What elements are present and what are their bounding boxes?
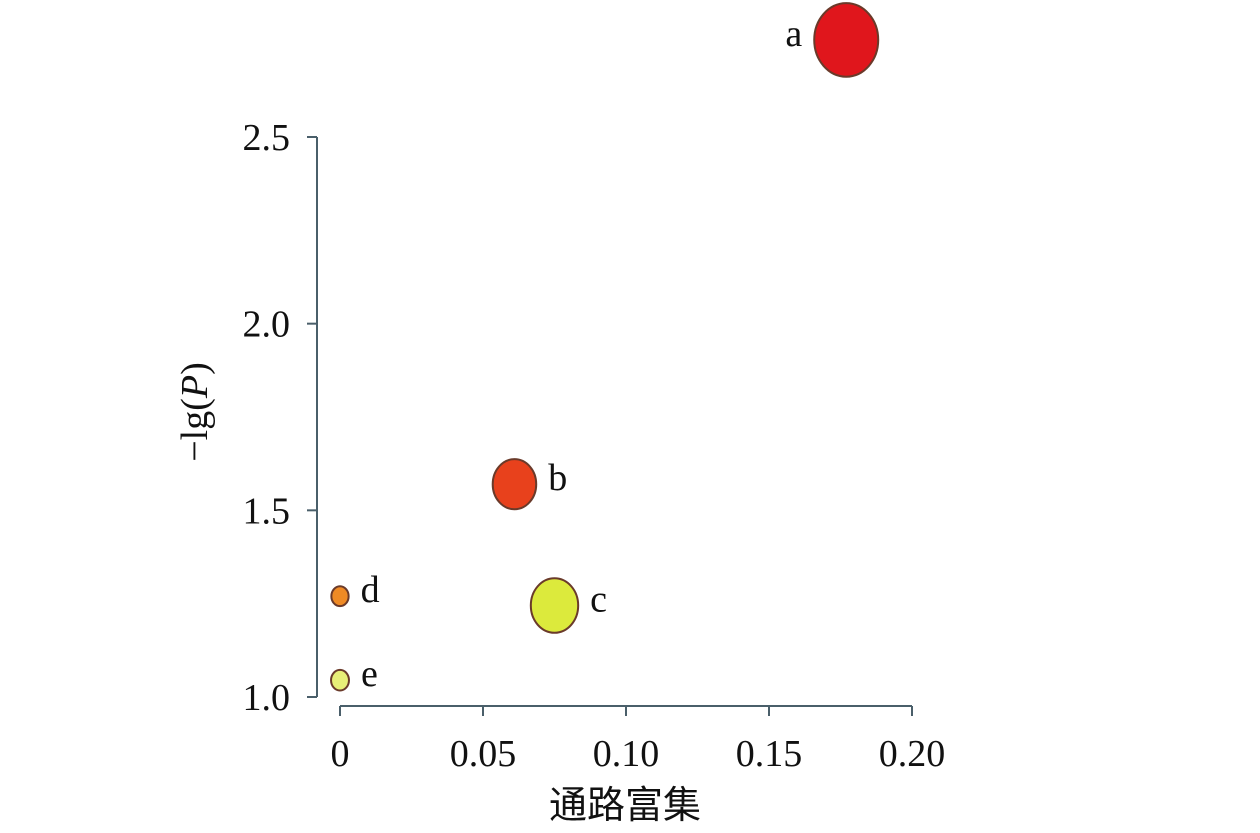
y-axis-ticks: 1.0 1.5 2.0 2.5 [243, 117, 317, 719]
bubble-label-b: b [548, 457, 567, 499]
x-tick-label: 0 [331, 733, 350, 775]
y-tick-label: 1.5 [243, 490, 291, 532]
bubble-a [813, 2, 880, 78]
bubble-label-c: c [590, 579, 607, 621]
y-axis-title-variable: P [174, 375, 216, 399]
y-axis-title-prefix: −lg( [174, 398, 216, 462]
y-tick-label: 2.5 [243, 117, 291, 159]
bubbles: a b c de [330, 2, 880, 695]
bubble-label-a: a [785, 13, 802, 55]
x-axis-ticks: 0 0.05 0.10 0.15 0.20 [331, 706, 946, 775]
axes [316, 137, 912, 707]
y-axis-title-suffix: ) [174, 362, 216, 375]
y-tick-label: 1.0 [243, 677, 291, 719]
x-tick-label: 0.05 [450, 733, 517, 775]
y-axis-title: −lg(P) [174, 362, 216, 462]
x-tick-label: 0.10 [593, 733, 660, 775]
bubble-c [529, 577, 580, 634]
bubble-b [491, 458, 538, 511]
x-tick-label: 0.15 [736, 733, 803, 775]
x-tick-label: 0.20 [879, 733, 946, 775]
bubble-label-e: e [361, 653, 378, 695]
bubble-label-d: d [361, 569, 380, 611]
x-axis-title: 通路富集 [549, 785, 701, 827]
bubble-d [330, 585, 350, 608]
y-tick-label: 2.0 [243, 304, 291, 346]
bubble-e [330, 668, 350, 692]
